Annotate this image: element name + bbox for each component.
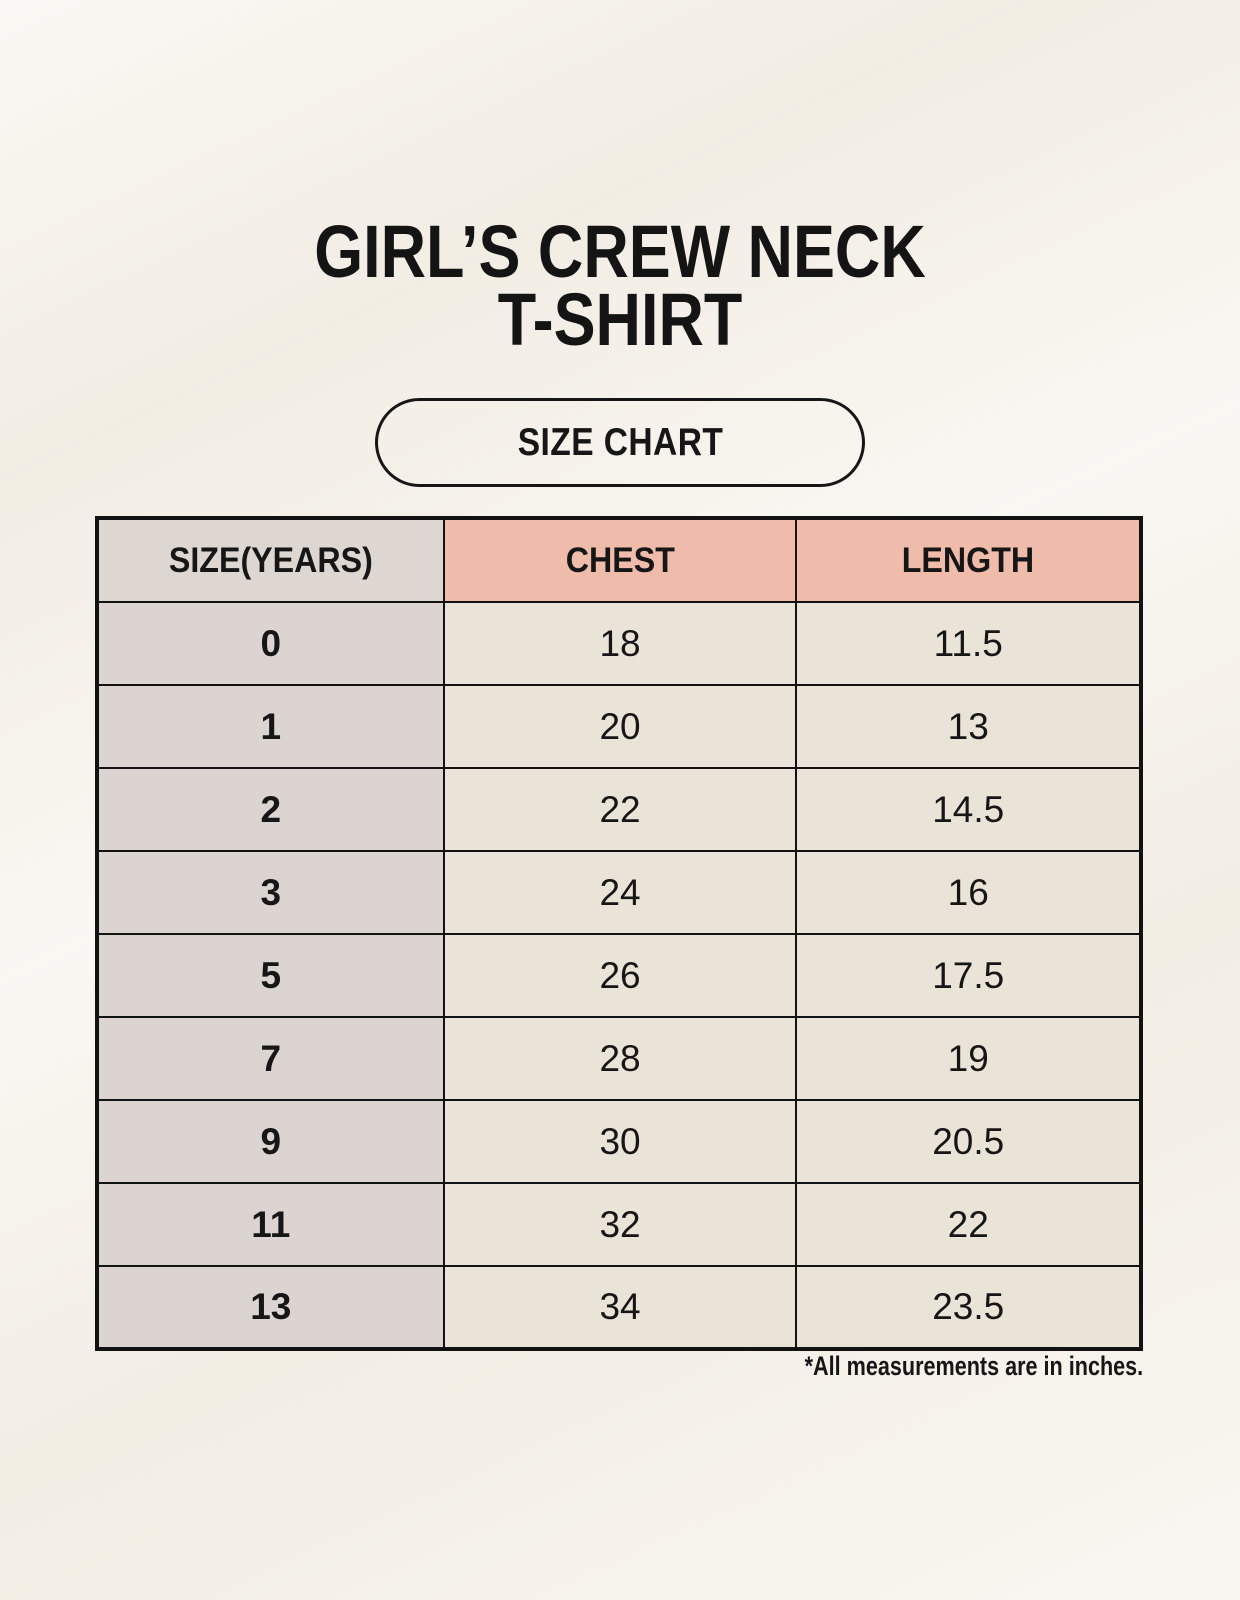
table-row: 5 26 17.5 — [96, 933, 1142, 1018]
length-cell: 16 — [795, 850, 1142, 935]
page-title: GIRL’S CREW NECK T-SHIRT — [0, 210, 1240, 361]
chest-cell: 32 — [442, 1182, 798, 1267]
column-header-size-years: SIZE(YEARS) — [96, 517, 445, 603]
length-cell: 19 — [795, 1016, 1142, 1101]
column-header-chest: CHEST — [442, 517, 798, 603]
length-cell: 23.5 — [795, 1265, 1142, 1350]
size-cell: 2 — [96, 767, 445, 852]
size-cell: 11 — [96, 1182, 445, 1267]
length-cell: 17.5 — [795, 933, 1142, 1018]
chest-cell: 24 — [442, 850, 798, 935]
table-row: 1 20 13 — [96, 684, 1142, 769]
header-row: SIZE(YEARS) CHEST LENGTH — [96, 517, 1142, 603]
size-cell: 7 — [96, 1016, 445, 1101]
column-header-label: CHEST — [565, 540, 675, 580]
measurements-footnote-text: *All measurements are in inches. — [804, 1351, 1143, 1381]
table-row: 11 32 22 — [96, 1182, 1142, 1267]
chest-cell: 26 — [442, 933, 798, 1018]
length-cell: 13 — [795, 684, 1142, 769]
size-cell: 5 — [96, 933, 445, 1018]
size-chart-badge[interactable]: SIZE CHART — [375, 398, 865, 487]
table-row: 2 22 14.5 — [96, 767, 1142, 852]
table-row: 0 18 11.5 — [96, 601, 1142, 686]
size-chart-table-container: SIZE(YEARS) CHEST LENGTH 0 18 11.5 — [95, 516, 1143, 1351]
size-cell: 0 — [96, 601, 445, 686]
chest-cell: 34 — [442, 1265, 798, 1350]
table-row: 9 30 20.5 — [96, 1099, 1142, 1184]
chest-cell: 18 — [442, 601, 798, 686]
length-cell: 20.5 — [795, 1099, 1142, 1184]
size-chart-badge-label: SIZE CHART — [517, 420, 723, 464]
title-line-2: T-SHIRT — [497, 278, 743, 361]
chest-cell: 28 — [442, 1016, 798, 1101]
measurements-footnote: *All measurements are in inches. — [720, 1351, 1143, 1382]
table-row: 7 28 19 — [96, 1016, 1142, 1101]
column-header-length: LENGTH — [795, 517, 1142, 603]
chest-cell: 22 — [442, 767, 798, 852]
column-header-label: SIZE(YEARS) — [168, 540, 373, 580]
table-row: 13 34 23.5 — [96, 1265, 1142, 1350]
size-cell: 3 — [96, 850, 445, 935]
size-cell: 13 — [96, 1265, 445, 1350]
size-cell: 1 — [96, 684, 445, 769]
chest-cell: 20 — [442, 684, 798, 769]
length-cell: 14.5 — [795, 767, 1142, 852]
length-cell: 22 — [795, 1182, 1142, 1267]
size-cell: 9 — [96, 1099, 445, 1184]
table-row: 3 24 16 — [96, 850, 1142, 935]
chest-cell: 30 — [442, 1099, 798, 1184]
title-line-1: GIRL’S CREW NECK — [314, 210, 926, 293]
size-chart-table: SIZE(YEARS) CHEST LENGTH 0 18 11.5 — [95, 516, 1143, 1351]
column-header-label: LENGTH — [902, 540, 1035, 580]
length-cell: 11.5 — [795, 601, 1142, 686]
